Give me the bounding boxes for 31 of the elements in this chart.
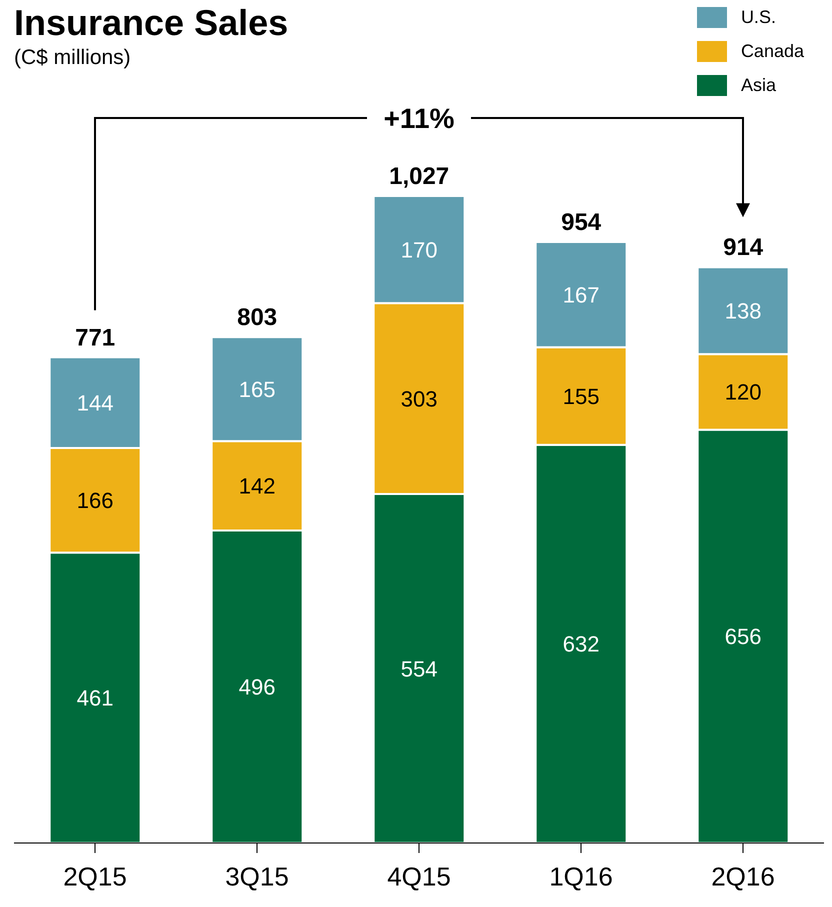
- data-label: 632: [562, 632, 600, 657]
- x-tick-label: 2Q16: [711, 861, 775, 892]
- data-label: 496: [238, 674, 276, 700]
- total-label: 954: [561, 208, 602, 236]
- data-label: 166: [76, 488, 114, 514]
- x-tick-label: 2Q15: [63, 861, 127, 892]
- chart-title: Insurance Sales: [14, 2, 288, 44]
- data-label: 138: [724, 298, 762, 324]
- data-label: 144: [76, 390, 114, 416]
- data-label: 303: [400, 386, 438, 412]
- x-tick-label: 3Q15: [225, 861, 289, 892]
- legend-label: Asia: [740, 74, 776, 96]
- total-label: 771: [75, 324, 116, 352]
- text: +11%: [384, 103, 455, 134]
- legend-label: Canada: [740, 40, 804, 62]
- data-label: 165: [238, 376, 276, 402]
- data-label: 142: [238, 474, 276, 499]
- total-label: 914: [723, 234, 764, 262]
- x-tick-label: 1Q16: [549, 861, 613, 892]
- data-label: 554: [400, 656, 438, 682]
- total-label: 1,027: [389, 163, 450, 190]
- x-tick-label: 4Q15: [387, 861, 451, 892]
- data-label: 656: [724, 624, 762, 650]
- data-label: 120: [724, 380, 762, 405]
- data-label: 155: [562, 384, 600, 409]
- chart-subtitle: (C$ millions): [14, 46, 131, 70]
- data-label: 167: [562, 282, 600, 308]
- data-label: 170: [400, 237, 438, 262]
- total-label: 803: [237, 304, 278, 332]
- data-label: 461: [76, 686, 114, 711]
- legend-label: U.S.: [740, 6, 776, 28]
